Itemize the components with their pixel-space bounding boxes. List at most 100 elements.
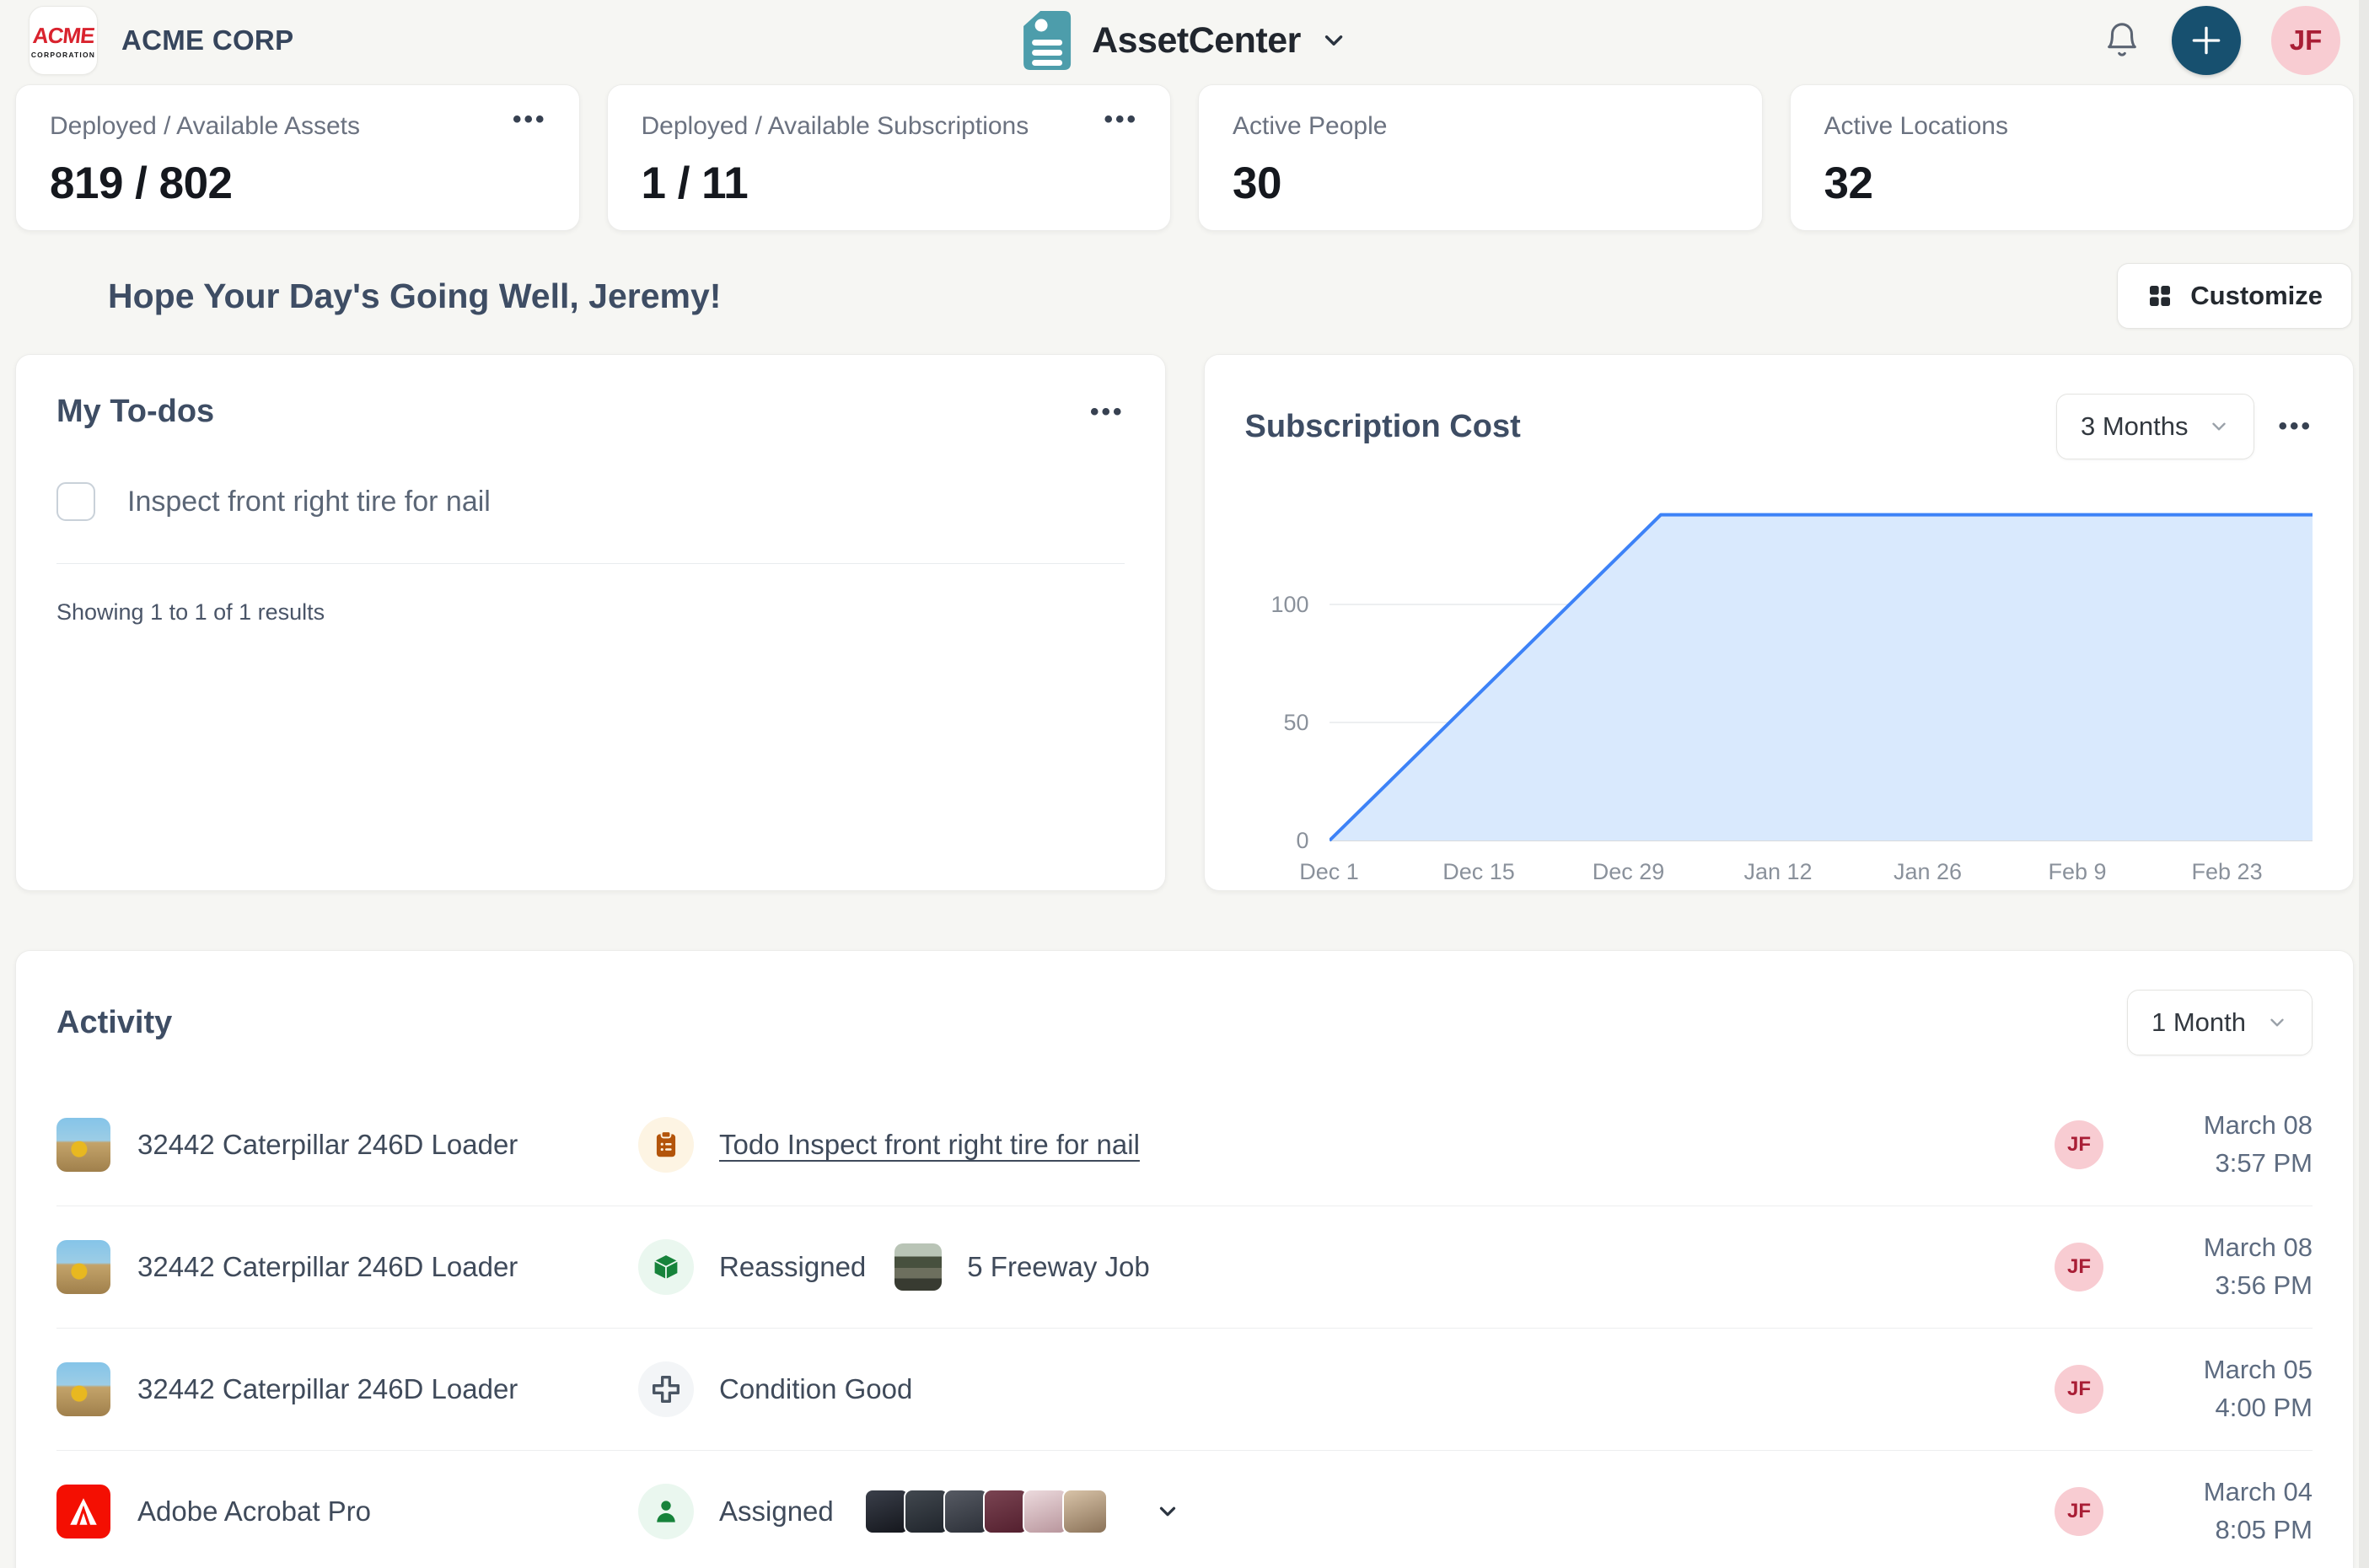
activity-row: 32442 Caterpillar 246D Loader Condition G… [56,1329,2313,1451]
todos-title: My To-dos [56,394,215,429]
activity-date: March 05 [2203,1355,2313,1385]
activity-timestamp: March 08 3:56 PM [2135,1229,2313,1305]
activity-row: 32442 Caterpillar 246D Loader Todo Inspec… [56,1084,2313,1206]
assignee-avatar-stack [863,1489,1108,1534]
subscription-cost-title: Subscription Cost [1244,408,1521,444]
org-switcher[interactable]: ACME CORPORATION ACME CORP [29,6,293,75]
customize-button[interactable]: Customize [2117,263,2352,329]
app-name: AssetCenter [1092,19,1301,61]
customize-label: Customize [2190,281,2323,310]
acme-logo-text: ACME [31,22,95,48]
stat-card-deployed-subscriptions: Deployed / Available Subscriptions 1 / 1… [606,84,1171,231]
acme-logo-subtext: CORPORATION [30,50,96,59]
stat-card-active-people: Active People 30 [1198,84,1763,231]
stat-value: 819 / 802 [50,158,233,208]
activity-date: March 04 [2203,1477,2313,1507]
user-avatar[interactable]: JF [2055,1120,2103,1169]
add-button[interactable] [2172,6,2241,75]
scrollbar[interactable] [2359,0,2369,1568]
subscription-cost-card: Subscription Cost 3 Months ••• 0 50 100 De… [1203,354,2354,891]
user-avatar[interactable]: JF [2055,1243,2103,1291]
x-tick-label: Dec 15 [1442,859,1515,884]
expand-assignees-chevron-icon[interactable] [1155,1499,1180,1524]
chevron-down-icon [2270,1018,2284,1027]
activity-item-name: 32442 Caterpillar 246D Loader [137,1129,518,1160]
activity-item-name: Adobe Acrobat Pro [137,1496,372,1527]
divider [56,563,1125,564]
activity-row: 32442 Caterpillar 246D Loader Reassigned 5… [56,1206,2313,1329]
asset-tag-icon [1023,11,1072,70]
assignee-avatar [863,1489,910,1534]
x-tick-label: Jan 12 [1743,859,1813,884]
x-tick-label: Dec 29 [1592,859,1665,884]
assignee-avatar [1022,1489,1068,1534]
assignee-avatar [943,1489,989,1534]
job-photo-thumbnail [894,1243,943,1291]
activity-rows: 32442 Caterpillar 246D Loader Todo Inspec… [56,1084,2313,1568]
overflow-menu-icon[interactable]: ••• [1089,397,1125,426]
activity-time: 3:57 PM [2215,1148,2313,1178]
asset-photo-thumbnail [56,1362,110,1416]
activity-row: Adobe Acrobat Pro Assigned JF March 04 8:05 … [56,1451,2313,1568]
overflow-menu-icon[interactable]: ••• [1104,105,1138,133]
user-avatar[interactable]: JF [2055,1487,2103,1536]
x-tick-label: Feb 9 [2048,859,2107,884]
todos-results-count: Showing 1 to 1 of 1 results [56,599,325,625]
chevron-down-icon [1324,35,1343,46]
x-tick-label: Feb 23 [2191,859,2263,884]
stat-card-active-locations: Active Locations 32 [1789,84,2354,231]
grid-icon [2150,286,2171,306]
activity-timestamp: March 08 3:57 PM [2135,1107,2313,1183]
acme-logo: ACME CORPORATION [29,6,98,75]
top-bar: ACME CORPORATION ACME CORP AssetCenter J… [0,0,2369,81]
activity-action-text: Assigned [719,1496,834,1527]
overflow-menu-icon[interactable]: ••• [512,105,547,133]
asset-photo-thumbnail [56,1240,110,1294]
chart-range-value: 3 Months [2080,411,2189,441]
asset-photo-thumbnail [56,1118,110,1172]
notifications-bell-icon[interactable] [2103,21,2141,60]
y-tick-label: 0 [1296,828,1309,853]
todo-checkbox[interactable] [56,482,95,521]
activity-action-text: Condition Good [719,1373,913,1404]
activity-range-select[interactable]: 1 Month [2126,990,2313,1055]
activity-time: 3:56 PM [2215,1270,2313,1300]
app-switcher[interactable]: AssetCenter [1021,9,1348,72]
chevron-down-icon [2212,422,2227,431]
user-avatar[interactable]: JF [2271,6,2340,75]
activity-target-name: 5 Freeway Job [967,1251,1150,1282]
activity-range-value: 1 Month [2151,1007,2246,1037]
y-tick-label: 50 [1283,710,1309,735]
activity-title: Activity [56,1004,173,1040]
activity-time: 8:05 PM [2215,1515,2313,1544]
chart-y-axis: 0 50 100 [1245,500,1330,853]
plus-icon [638,1361,694,1417]
todo-activity-link[interactable]: Todo Inspect front right tire for nail [719,1129,1140,1160]
activity-item-name: 32442 Caterpillar 246D Loader [137,1251,518,1282]
chart-range-select[interactable]: 3 Months [2055,394,2255,459]
todo-item: Inspect front right tire for nail [56,482,1125,521]
stat-label: Active People [1233,112,1388,140]
todo-label: Inspect front right tire for nail [127,485,491,518]
todos-card: My To-dos ••• Inspect front right tire f… [15,354,1166,891]
activity-action-text: Reassigned [719,1251,867,1282]
stat-value: 1 / 11 [641,158,749,208]
activity-date: March 08 [2203,1232,2313,1263]
x-tick-label: Jan 26 [1893,859,1963,884]
plus-icon [2192,26,2221,55]
activity-date: March 08 [2203,1110,2313,1141]
assignee-avatar [1061,1489,1108,1534]
stat-card-deployed-assets: Deployed / Available Assets 819 / 802 ••… [15,84,580,231]
x-tick-label: Dec 1 [1299,859,1359,884]
company-name: ACME CORP [121,24,294,56]
chart-x-axis: Dec 1 Dec 15 Dec 29 Jan 12 Jan 26 Feb 9 Feb 23 [1299,859,2313,903]
overflow-menu-icon[interactable]: ••• [2278,412,2313,440]
y-tick-label: 100 [1270,592,1309,617]
activity-card: Activity 1 Month 32442 Caterpillar 246D … [15,950,2354,1568]
adobe-acrobat-icon [56,1485,110,1538]
cube-icon [638,1239,694,1295]
stat-value: 32 [1824,158,1873,208]
stat-label: Deployed / Available Assets [50,112,361,140]
user-avatar[interactable]: JF [2055,1365,2103,1414]
activity-item-name: 32442 Caterpillar 246D Loader [137,1373,518,1404]
